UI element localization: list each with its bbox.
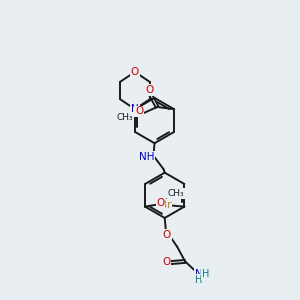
Text: CH₃: CH₃ xyxy=(167,189,184,198)
Text: N: N xyxy=(131,104,139,114)
Text: O: O xyxy=(146,85,154,95)
Text: H: H xyxy=(195,275,202,285)
Text: Br: Br xyxy=(160,200,172,210)
Text: H: H xyxy=(202,269,210,279)
Text: N: N xyxy=(195,269,203,279)
Text: O: O xyxy=(135,106,143,116)
Text: CH₃: CH₃ xyxy=(116,113,133,122)
Text: NH: NH xyxy=(139,152,154,162)
Text: O: O xyxy=(162,257,171,267)
Text: O: O xyxy=(131,67,139,77)
Text: O: O xyxy=(163,230,171,240)
Text: O: O xyxy=(156,197,165,208)
